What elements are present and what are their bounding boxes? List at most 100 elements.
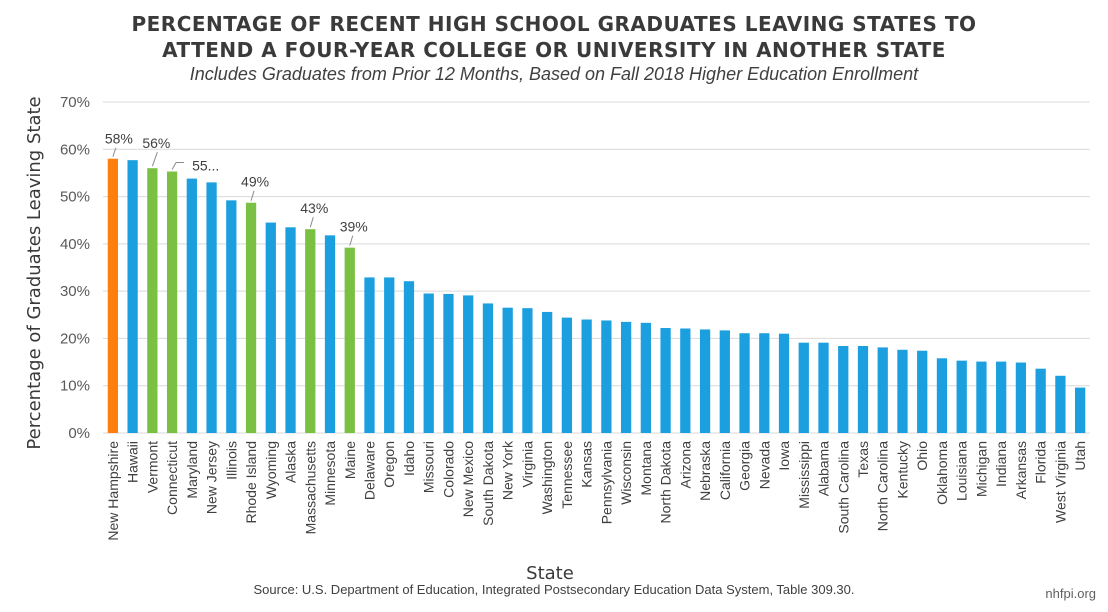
x-tick-label: Vermont	[144, 441, 160, 493]
bar	[542, 311, 553, 433]
bar	[245, 202, 257, 433]
x-tick-label: Colorado	[440, 441, 456, 498]
bar	[739, 333, 750, 433]
bar	[522, 308, 533, 433]
x-tick-label: Wisconsin	[618, 441, 634, 505]
x-tick-label: Connecticut	[164, 441, 180, 515]
x-tick-label: Michigan	[973, 441, 989, 497]
x-tick-label: California	[717, 441, 733, 500]
bar	[482, 303, 494, 433]
chart-subtitle: Includes Graduates from Prior 12 Months,…	[189, 64, 919, 84]
bar	[581, 319, 592, 433]
bar	[620, 321, 632, 433]
bar	[719, 330, 730, 433]
x-tick-label: Alabama	[816, 441, 832, 496]
bar	[936, 358, 948, 433]
data-label-leader	[112, 147, 117, 157]
y-axis-ticks: 0% 10% 20% 30% 40% 50% 60% 70%	[60, 94, 90, 442]
bar	[798, 342, 809, 433]
y-tick-label: 10%	[60, 378, 90, 395]
bar	[147, 168, 158, 433]
bar	[463, 295, 474, 433]
data-label: 58%	[105, 131, 133, 147]
data-label-leader	[309, 217, 314, 228]
bar	[640, 322, 651, 433]
x-tick-label: Florida	[1033, 441, 1049, 484]
data-label: 39%	[340, 219, 368, 235]
data-label: 55...	[192, 158, 219, 174]
x-tick-label: North Carolina	[875, 441, 891, 531]
x-tick-label: Maryland	[184, 441, 200, 499]
bar	[206, 182, 217, 433]
x-tick-label: South Dakota	[480, 441, 496, 526]
x-tick-label: Maine	[342, 441, 358, 479]
x-tick-label: Nebraska	[697, 441, 713, 501]
bar	[561, 317, 573, 433]
bar	[423, 293, 434, 433]
data-label-leader	[171, 162, 185, 170]
x-tick-label: Wyoming	[263, 441, 279, 499]
bar	[680, 328, 691, 433]
x-tick-label: Texas	[855, 441, 871, 478]
x-tick-label: Arkansas	[1013, 441, 1029, 499]
data-labels: 58% 56% 55... 49% 43% 39%	[105, 131, 368, 246]
x-tick-label: Nevada	[756, 441, 772, 489]
x-tick-label: Idaho	[401, 441, 417, 476]
x-tick-label: Alaska	[283, 441, 299, 483]
bars	[107, 158, 1086, 433]
x-tick-label: Tennessee	[559, 441, 575, 509]
x-tick-label: Oklahoma	[934, 441, 950, 505]
bar	[956, 360, 967, 433]
bar	[1055, 375, 1066, 433]
x-axis-categories: New Hampshire Hawaii Vermont Connecticut Mar…	[105, 440, 1088, 541]
x-tick-label: Iowa	[776, 441, 792, 471]
x-tick-label: South Carolina	[835, 441, 851, 534]
data-label-leader	[349, 235, 354, 246]
x-tick-label: Washington	[539, 441, 555, 514]
bar	[305, 229, 316, 433]
x-tick-label: New Jersey	[204, 441, 220, 514]
bar	[127, 160, 138, 433]
x-tick-label: Virginia	[519, 441, 535, 488]
y-tick-label: 40%	[60, 236, 90, 253]
bar	[403, 281, 415, 433]
data-label: 49%	[241, 174, 269, 190]
credit-text: nhfpi.org	[1045, 586, 1096, 601]
x-tick-label: Missouri	[421, 441, 437, 493]
bar	[976, 361, 987, 433]
x-tick-label: Kansas	[579, 441, 595, 488]
bar	[1035, 368, 1046, 433]
bar	[660, 328, 671, 433]
bar	[1015, 362, 1027, 433]
y-tick-label: 50%	[60, 189, 90, 206]
x-tick-label: New Mexico	[460, 441, 476, 517]
x-tick-label: Louisiana	[954, 441, 970, 501]
bar	[601, 320, 612, 433]
y-tick-label: 30%	[60, 283, 90, 300]
data-label: 56%	[142, 135, 170, 151]
x-tick-label: Indiana	[993, 441, 1009, 487]
bar	[324, 235, 336, 433]
x-tick-label: New York	[500, 440, 516, 500]
bar	[857, 345, 869, 433]
x-tick-label: West Virginia	[1052, 441, 1068, 523]
bar	[917, 350, 928, 433]
bar	[364, 277, 375, 433]
chart-title-line-1: PERCENTAGE OF RECENT HIGH SCHOOL GRADUAT…	[131, 12, 977, 36]
x-tick-label: Illinois	[223, 441, 239, 480]
x-tick-label: Rhode Island	[243, 441, 259, 524]
bar	[265, 222, 276, 433]
bar	[226, 200, 237, 433]
bar	[107, 158, 119, 433]
bar	[877, 347, 888, 433]
y-axis-title: Percentage of Graduates Leaving State	[24, 96, 45, 449]
bar	[759, 333, 770, 433]
chart-title-line-2: ATTEND A FOUR-YEAR COLLEGE OR UNIVERSITY…	[162, 38, 946, 62]
x-tick-label: Utah	[1072, 441, 1088, 471]
x-tick-label: Minnesota	[322, 441, 338, 506]
x-tick-label: Oregon	[381, 441, 397, 488]
bar	[699, 329, 711, 433]
x-tick-label: New Hampshire	[105, 441, 121, 541]
x-tick-label: Massachusetts	[302, 441, 318, 534]
